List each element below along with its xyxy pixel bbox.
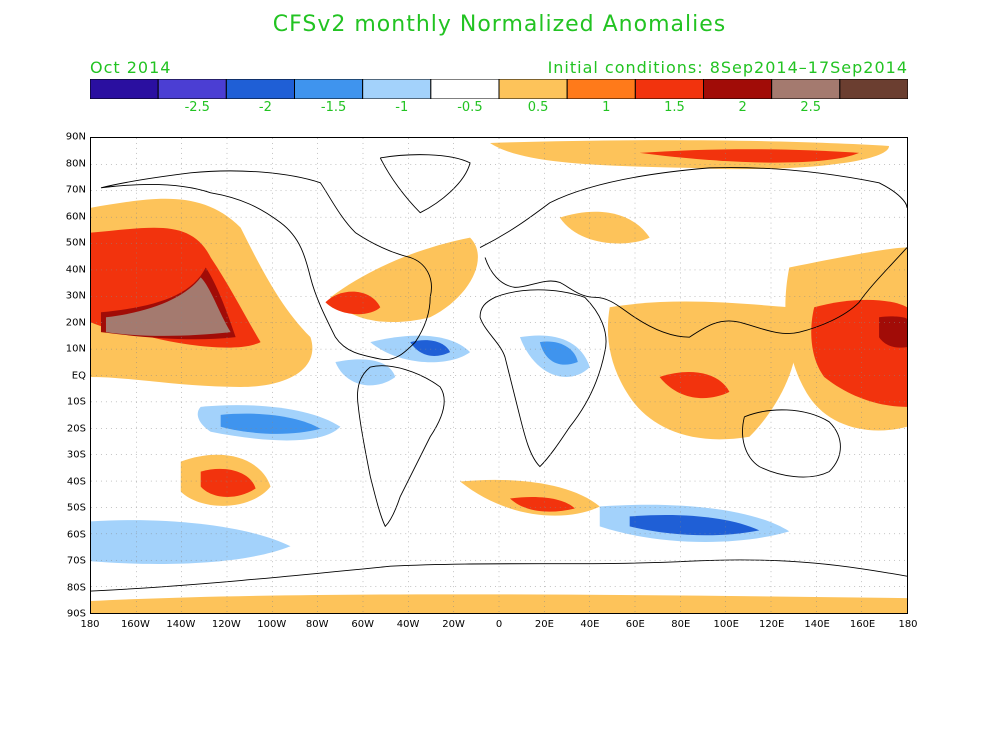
forecast-month-label: Oct 2014 xyxy=(90,58,172,77)
lat-tick-label: 80S xyxy=(66,582,86,593)
lat-tick-label: 90S xyxy=(66,608,86,620)
legend-swatch xyxy=(703,79,773,99)
coast-australia xyxy=(742,409,841,478)
lon-tick-label: 180 xyxy=(80,619,100,630)
lat-tick-label: 90N xyxy=(65,131,86,143)
legend-swatch xyxy=(294,79,364,99)
legend-label: 1 xyxy=(602,100,611,115)
coast-eurasia xyxy=(479,167,907,338)
lon-tick-label: 60E xyxy=(625,619,645,630)
lat-tick-label: 10S xyxy=(66,396,86,408)
lon-tick-label: 180 xyxy=(898,619,918,630)
coast-greenland xyxy=(379,154,471,214)
lon-tick-label: 100E xyxy=(713,619,739,630)
legend-label: -2.5 xyxy=(184,100,210,115)
legend-label: -1 xyxy=(395,100,409,115)
lat-tick-label: 60S xyxy=(66,529,86,540)
lon-tick-label: 140W xyxy=(166,619,196,630)
anomaly-warm-indian-2 xyxy=(659,372,730,399)
anomaly-strong-nepacific xyxy=(105,277,231,336)
anomaly-cool-africa-2 xyxy=(539,341,578,365)
anomaly-warm-natlantic-2 xyxy=(325,291,381,315)
lat-tick-label: 70N xyxy=(65,184,86,196)
anomaly-warm-spacific-2 xyxy=(200,468,256,497)
anomaly-warm-antarctic xyxy=(91,594,907,613)
anomaly-map xyxy=(90,137,908,614)
anomaly-cool-southern-ocean xyxy=(91,520,291,564)
legend-swatch xyxy=(157,79,227,99)
lat-tick-label: 50N xyxy=(65,237,86,249)
lon-tick-label: 40W xyxy=(396,619,420,630)
lon-tick-label: 120E xyxy=(758,619,785,630)
anomaly-cool-sepacific-2 xyxy=(220,413,321,434)
chart-title: CFSv2 monthly Normalized Anomalies xyxy=(272,12,727,37)
legend-label: -0.5 xyxy=(457,100,483,115)
legend-swatch xyxy=(498,79,568,99)
lat-tick-label: 10N xyxy=(65,343,86,355)
color-legend-bar xyxy=(90,79,908,99)
lon-tick-label: 20E xyxy=(534,619,554,630)
coast-north-america xyxy=(100,170,432,361)
legend-label: -1.5 xyxy=(320,100,347,115)
legend-label: 2 xyxy=(738,100,747,115)
lon-tick-label: 160W xyxy=(120,619,150,630)
lon-tick-label: 140E xyxy=(804,619,830,630)
lat-tick-label: 30N xyxy=(65,290,86,302)
lon-tick-label: 160E xyxy=(849,619,876,630)
lat-tick-label: 50S xyxy=(66,502,86,514)
lat-tick-label: 20S xyxy=(66,423,86,434)
lon-tick-label: 0 xyxy=(495,619,503,630)
legend-swatch xyxy=(839,79,908,99)
coast-south-america xyxy=(357,365,445,528)
legend-swatch xyxy=(90,79,159,99)
legend-swatch xyxy=(566,79,636,99)
legend-label: 2.5 xyxy=(800,100,822,115)
lat-tick-label: 70S xyxy=(66,555,86,567)
lon-tick-label: 60W xyxy=(351,619,374,630)
lat-tick-label: EQ xyxy=(71,370,86,381)
lon-tick-label: 20W xyxy=(442,619,465,630)
legend-swatch xyxy=(362,79,432,99)
initial-conditions-label: Initial conditions: 8Sep2014–17Sep2014 xyxy=(547,58,908,77)
legend-swatch xyxy=(771,79,841,99)
anomaly-strong-wpacific xyxy=(879,316,907,348)
lat-tick-label: 40S xyxy=(66,476,86,487)
lon-tick-label: 80W xyxy=(305,619,329,630)
coastlines xyxy=(91,154,907,592)
anomaly-fields xyxy=(91,140,907,613)
lat-tick-label: 60N xyxy=(65,211,86,222)
lat-tick-label: 30S xyxy=(66,449,86,461)
legend-swatch xyxy=(634,79,704,99)
coast-africa xyxy=(479,289,607,468)
lon-tick-label: 40E xyxy=(580,619,600,630)
lon-tick-label: 120W xyxy=(211,619,241,630)
anomaly-warm-arctic-2 xyxy=(639,149,860,163)
coast-antarctica xyxy=(91,559,907,592)
lat-tick-label: 40N xyxy=(65,264,86,275)
anomaly-cool-tatlantic-2 xyxy=(410,340,451,356)
lon-tick-label: 80E xyxy=(671,619,691,630)
anomaly-warm-siberia xyxy=(559,211,650,244)
legend-swatch xyxy=(225,79,295,99)
lat-tick-label: 80N xyxy=(65,158,86,169)
legend-label: 1.5 xyxy=(664,100,685,115)
lat-tick-label: 20N xyxy=(65,317,86,328)
lon-tick-label: 100W xyxy=(257,619,287,630)
legend-swatch xyxy=(430,79,500,99)
anomaly-warm-satlantic-2 xyxy=(509,496,575,512)
legend-label: -2 xyxy=(258,100,272,115)
legend-label: 0.5 xyxy=(527,100,549,115)
anomaly-cool-southern-indian-2 xyxy=(629,514,760,536)
anomaly-warm-indian xyxy=(607,301,798,440)
